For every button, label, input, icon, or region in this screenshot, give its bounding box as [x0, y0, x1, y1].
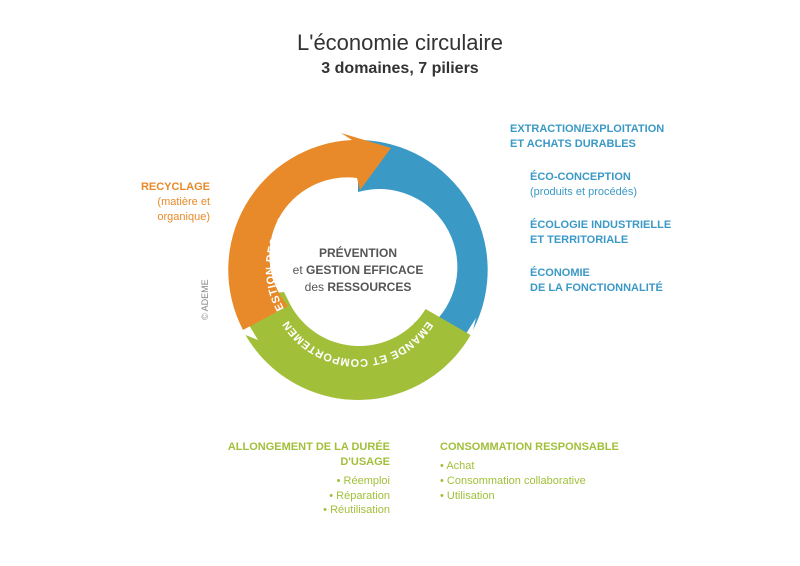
consommation-items: Achat Consommation collaborative Utilisa…: [440, 459, 619, 504]
title-block: L'économie circulaire 3 domaines, 7 pili…: [0, 30, 800, 78]
title-sub: 3 domaines, 7 piliers: [0, 60, 800, 78]
label-recyclage: RECYCLAGE (matière et organique): [110, 180, 210, 225]
center-line1: PRÉVENTION: [319, 246, 397, 260]
title-main: L'économie circulaire: [0, 30, 800, 56]
circular-diagram: OFFRE des ACTEURS ÉCONOMIQUES DEMANDE ET…: [218, 130, 498, 410]
label-economie-fn: ÉCONOMIE DE LA FONCTIONNALITÉ: [530, 266, 663, 296]
label-consommation: CONSOMMATION RESPONSABLE Achat Consommat…: [440, 440, 619, 503]
label-extraction: EXTRACTION/EXPLOITATION ET ACHATS DURABL…: [510, 122, 664, 152]
attribution: © ADEME: [200, 279, 210, 320]
label-ecologie: ÉCOLOGIE INDUSTRIELLE ET TERRITORIALE: [530, 218, 671, 248]
label-allongement: ALLONGEMENT DE LA DURÉE D'USAGE Réemploi…: [190, 440, 390, 518]
center-label: PRÉVENTION et GESTION EFFICACE des RESSO…: [293, 245, 424, 295]
label-ecoconception: ÉCO-CONCEPTION (produits et procédés): [530, 170, 637, 200]
arc-gestion: [228, 133, 391, 330]
allongement-items: Réemploi Réparation Réutilisation: [190, 474, 390, 519]
